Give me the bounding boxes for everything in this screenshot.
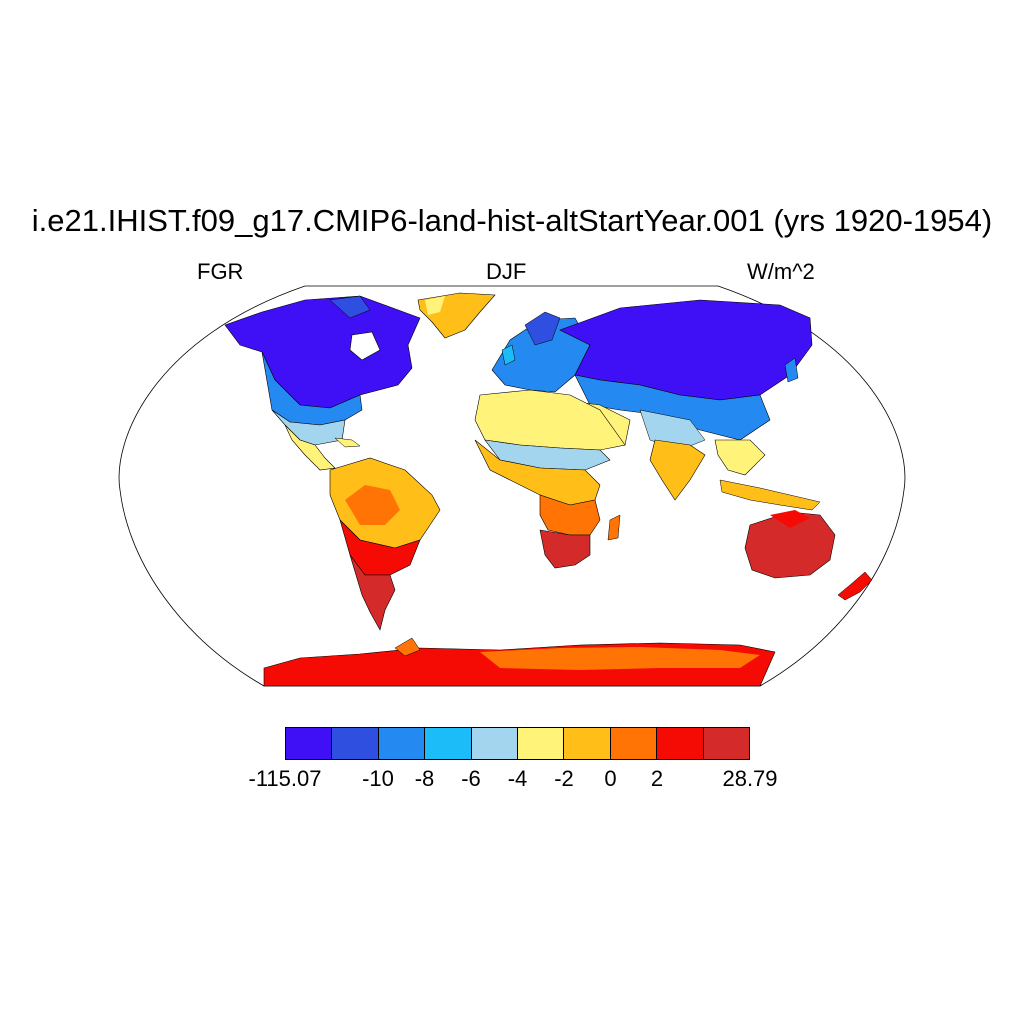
south-america-orange [345,485,400,525]
colorbar-tick-label: 0 [604,766,617,791]
antarctic-peninsula [394,637,421,657]
arctic-islands [329,295,371,319]
australia [744,511,836,579]
colorbar [285,727,750,760]
south-america-south [349,554,396,631]
india [649,439,706,501]
colorbar-tick-label: -115.07 [248,766,322,791]
units-label: W/m^2 [747,259,815,284]
colorbar-box [286,728,333,759]
colorbar-box [425,728,472,759]
colorbar-box [703,728,750,759]
greenland-edge [425,296,445,315]
colorbar-box [378,728,426,759]
colorbar-tick-label: -6 [461,766,481,791]
colorbar-tick-label: -8 [414,766,435,791]
colorbar-tick-label: -10 [362,766,394,791]
variable-label: FGR [197,259,244,284]
caribbean [334,437,361,448]
figure-title: i.e21.IHIST.f09_g17.CMIP6-land-hist-altS… [31,203,993,238]
colorbar-tick-label: -2 [554,766,574,791]
colorbar-tick-label: 2 [650,766,664,791]
antarctica-orange [480,647,760,670]
colorbar-box [657,728,704,759]
asia-mid [574,374,771,441]
hudson-bay [349,331,381,361]
colorbar-box [564,728,611,759]
indonesia [719,479,821,511]
colorbar-box [471,728,519,759]
britain [501,344,516,366]
colorbar-box [332,728,379,759]
australia-north [770,510,810,528]
colorbar-tick-label: 28.79 [722,766,778,791]
southeast-asia [714,439,766,476]
scandinavia [524,311,561,346]
africa-south [539,529,591,569]
colorbar-tick-label: -4 [507,766,528,791]
new-zealand [837,571,873,601]
japan [784,357,799,383]
colorbar-box [518,728,565,759]
mexico [284,424,336,471]
madagascar [607,514,621,541]
colorbar-box [610,728,658,759]
season-label: DJF [486,259,527,284]
